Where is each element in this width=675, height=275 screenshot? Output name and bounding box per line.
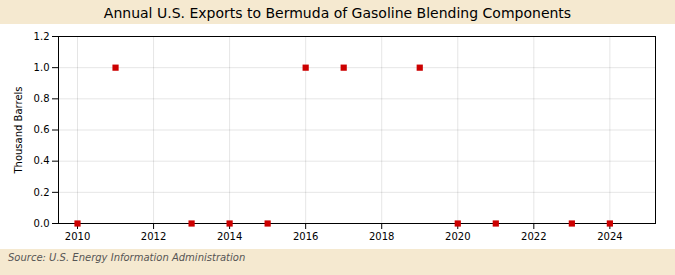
svg-text:0.6: 0.6: [34, 124, 50, 135]
svg-text:0.2: 0.2: [34, 187, 50, 198]
svg-text:Thousand Barrels: Thousand Barrels: [13, 86, 24, 174]
svg-text:1.0: 1.0: [34, 62, 50, 73]
html-text:Source: U.S. Energy Informatio: Source: U.S. Energy Information Administ…: [8, 252, 246, 263]
svg-text:0.0: 0.0: [34, 218, 50, 229]
svg-text:2016: 2016: [293, 231, 318, 242]
svg-text:2024: 2024: [597, 231, 622, 242]
svg-text:0.4: 0.4: [34, 155, 50, 166]
svg-text:0.8: 0.8: [34, 93, 50, 104]
svg-text:2022: 2022: [521, 231, 546, 242]
svg-text:2020: 2020: [445, 231, 470, 242]
svg-text:2012: 2012: [141, 231, 166, 242]
svg-text:1.2: 1.2: [34, 31, 50, 42]
html-text:Annual U.S. Exports to Bermuda: Annual U.S. Exports to Bermuda of Gasoli…: [103, 5, 572, 21]
svg-text:2010: 2010: [65, 231, 90, 242]
svg-text:2018: 2018: [369, 231, 394, 242]
svg-text:2014: 2014: [217, 231, 242, 242]
